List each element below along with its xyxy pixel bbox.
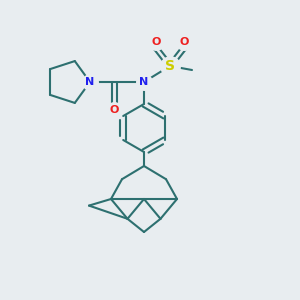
Text: O: O xyxy=(179,37,189,47)
Text: S: S xyxy=(165,59,175,73)
Text: N: N xyxy=(140,77,148,87)
Text: N: N xyxy=(85,77,94,87)
Text: O: O xyxy=(151,37,161,47)
Text: O: O xyxy=(109,105,119,115)
